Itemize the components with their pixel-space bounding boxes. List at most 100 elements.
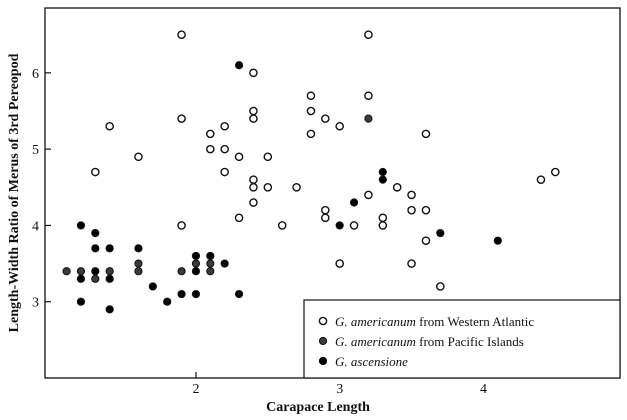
western-atlantic-point [421,205,431,215]
western-atlantic-point [177,221,186,230]
western-atlantic-point [292,182,301,192]
legend-label-pacific-islands: G. americanum from Pacific Islands [335,334,524,349]
western-atlantic-point [436,282,445,291]
ascensione-point [163,297,172,306]
western-atlantic-point [234,152,244,162]
ascensione-point [436,228,445,238]
western-atlantic-point [206,129,215,139]
western-atlantic-point [407,205,416,215]
western-atlantic-point [321,114,330,123]
y-tick-label: 5 [32,143,39,158]
western-atlantic-point [220,121,229,131]
ascensione-point [134,244,143,253]
western-atlantic-point [134,152,143,162]
y-axis-title: Length-Width Ratio of Merus of 3rd Pereo… [7,53,22,332]
western-atlantic-point [378,213,388,223]
pacific-islands-point [134,259,143,268]
western-atlantic-point [392,182,402,192]
pacific-islands-point [105,267,114,276]
ascensione-point [191,251,201,261]
western-atlantic-point [349,221,359,230]
pacific-islands-point [206,267,215,276]
x-tick-label: 4 [480,382,487,397]
western-atlantic-point [249,68,258,78]
ascensione-point [91,244,100,253]
x-tick-label: 2 [192,382,199,397]
western-atlantic-point [234,213,244,223]
ascensione-point [220,259,229,268]
western-atlantic-point [321,213,330,223]
western-atlantic-point [263,182,273,192]
ascensione-point [191,267,201,276]
western-atlantic-point [105,121,114,131]
western-atlantic-point [277,221,287,230]
western-atlantic-point [306,129,316,139]
ascensione-point [493,236,502,245]
pacific-islands-point [177,267,186,276]
ticks-layer: 2 3 4 3 4 5 6 [32,67,487,397]
ascensione-point [76,221,86,230]
ascensione-point [105,305,114,314]
y-tick-label: 4 [32,219,39,234]
legend-marker-western-atlantic [318,316,328,326]
ascensione-point [177,289,186,299]
ascensione-point [206,251,215,261]
pacific-islands-point [134,267,143,276]
western-atlantic-point [249,182,258,192]
y-tick-label: 6 [32,67,39,82]
western-atlantic-point [335,259,344,268]
western-atlantic-point [421,129,431,139]
western-atlantic-point [407,190,416,200]
ascensione-point [349,198,359,207]
western-atlantic-point [407,259,416,268]
western-atlantic-point [177,30,186,40]
western-atlantic-point [364,190,373,200]
western-atlantic-point [421,236,431,245]
western-atlantic-point [177,114,186,123]
x-tick-label: 3 [336,382,343,397]
western-atlantic-point [263,152,273,162]
points-layer [62,30,560,314]
western-atlantic-point [249,198,258,207]
western-atlantic-point [306,106,316,116]
pacific-islands-point [206,259,215,268]
ascensione-point [234,61,244,70]
x-axis-title: Carapace Length [266,400,370,415]
western-atlantic-point [378,221,388,230]
western-atlantic-point [551,167,560,177]
ascensione-point [335,221,344,230]
ascensione-point [76,297,86,306]
pacific-islands-point [191,259,201,268]
western-atlantic-point [335,121,344,131]
ascensione-point [378,175,387,184]
ascensione-point [378,167,387,177]
ascensione-point [91,267,100,276]
pacific-islands-point [91,274,100,283]
western-atlantic-point [364,91,373,101]
western-atlantic-point [321,205,330,215]
pacific-islands-point [364,114,373,123]
legend-label-ascensione: G. ascensione [335,354,408,369]
legend-label-western-atlantic: G. americanum from Western Atlantic [335,314,534,329]
western-atlantic-point [249,114,258,123]
western-atlantic-point [249,175,258,184]
legend-marker-pacific-islands [318,336,328,346]
legend-marker-ascensione [318,356,328,366]
ascensione-point [76,274,86,283]
ascensione-point [234,289,244,299]
ascensione-point [105,244,114,253]
ascensione-point [105,274,114,283]
ascensione-point [191,289,201,299]
pacific-islands-point [62,267,71,276]
western-atlantic-point [91,167,100,177]
western-atlantic-point [249,106,258,116]
western-atlantic-point [364,30,373,40]
western-atlantic-point [206,144,215,154]
western-atlantic-point [536,175,546,184]
y-tick-label: 3 [32,296,39,311]
western-atlantic-point [306,91,316,101]
ascensione-point [91,228,100,238]
pacific-islands-point [76,267,86,276]
